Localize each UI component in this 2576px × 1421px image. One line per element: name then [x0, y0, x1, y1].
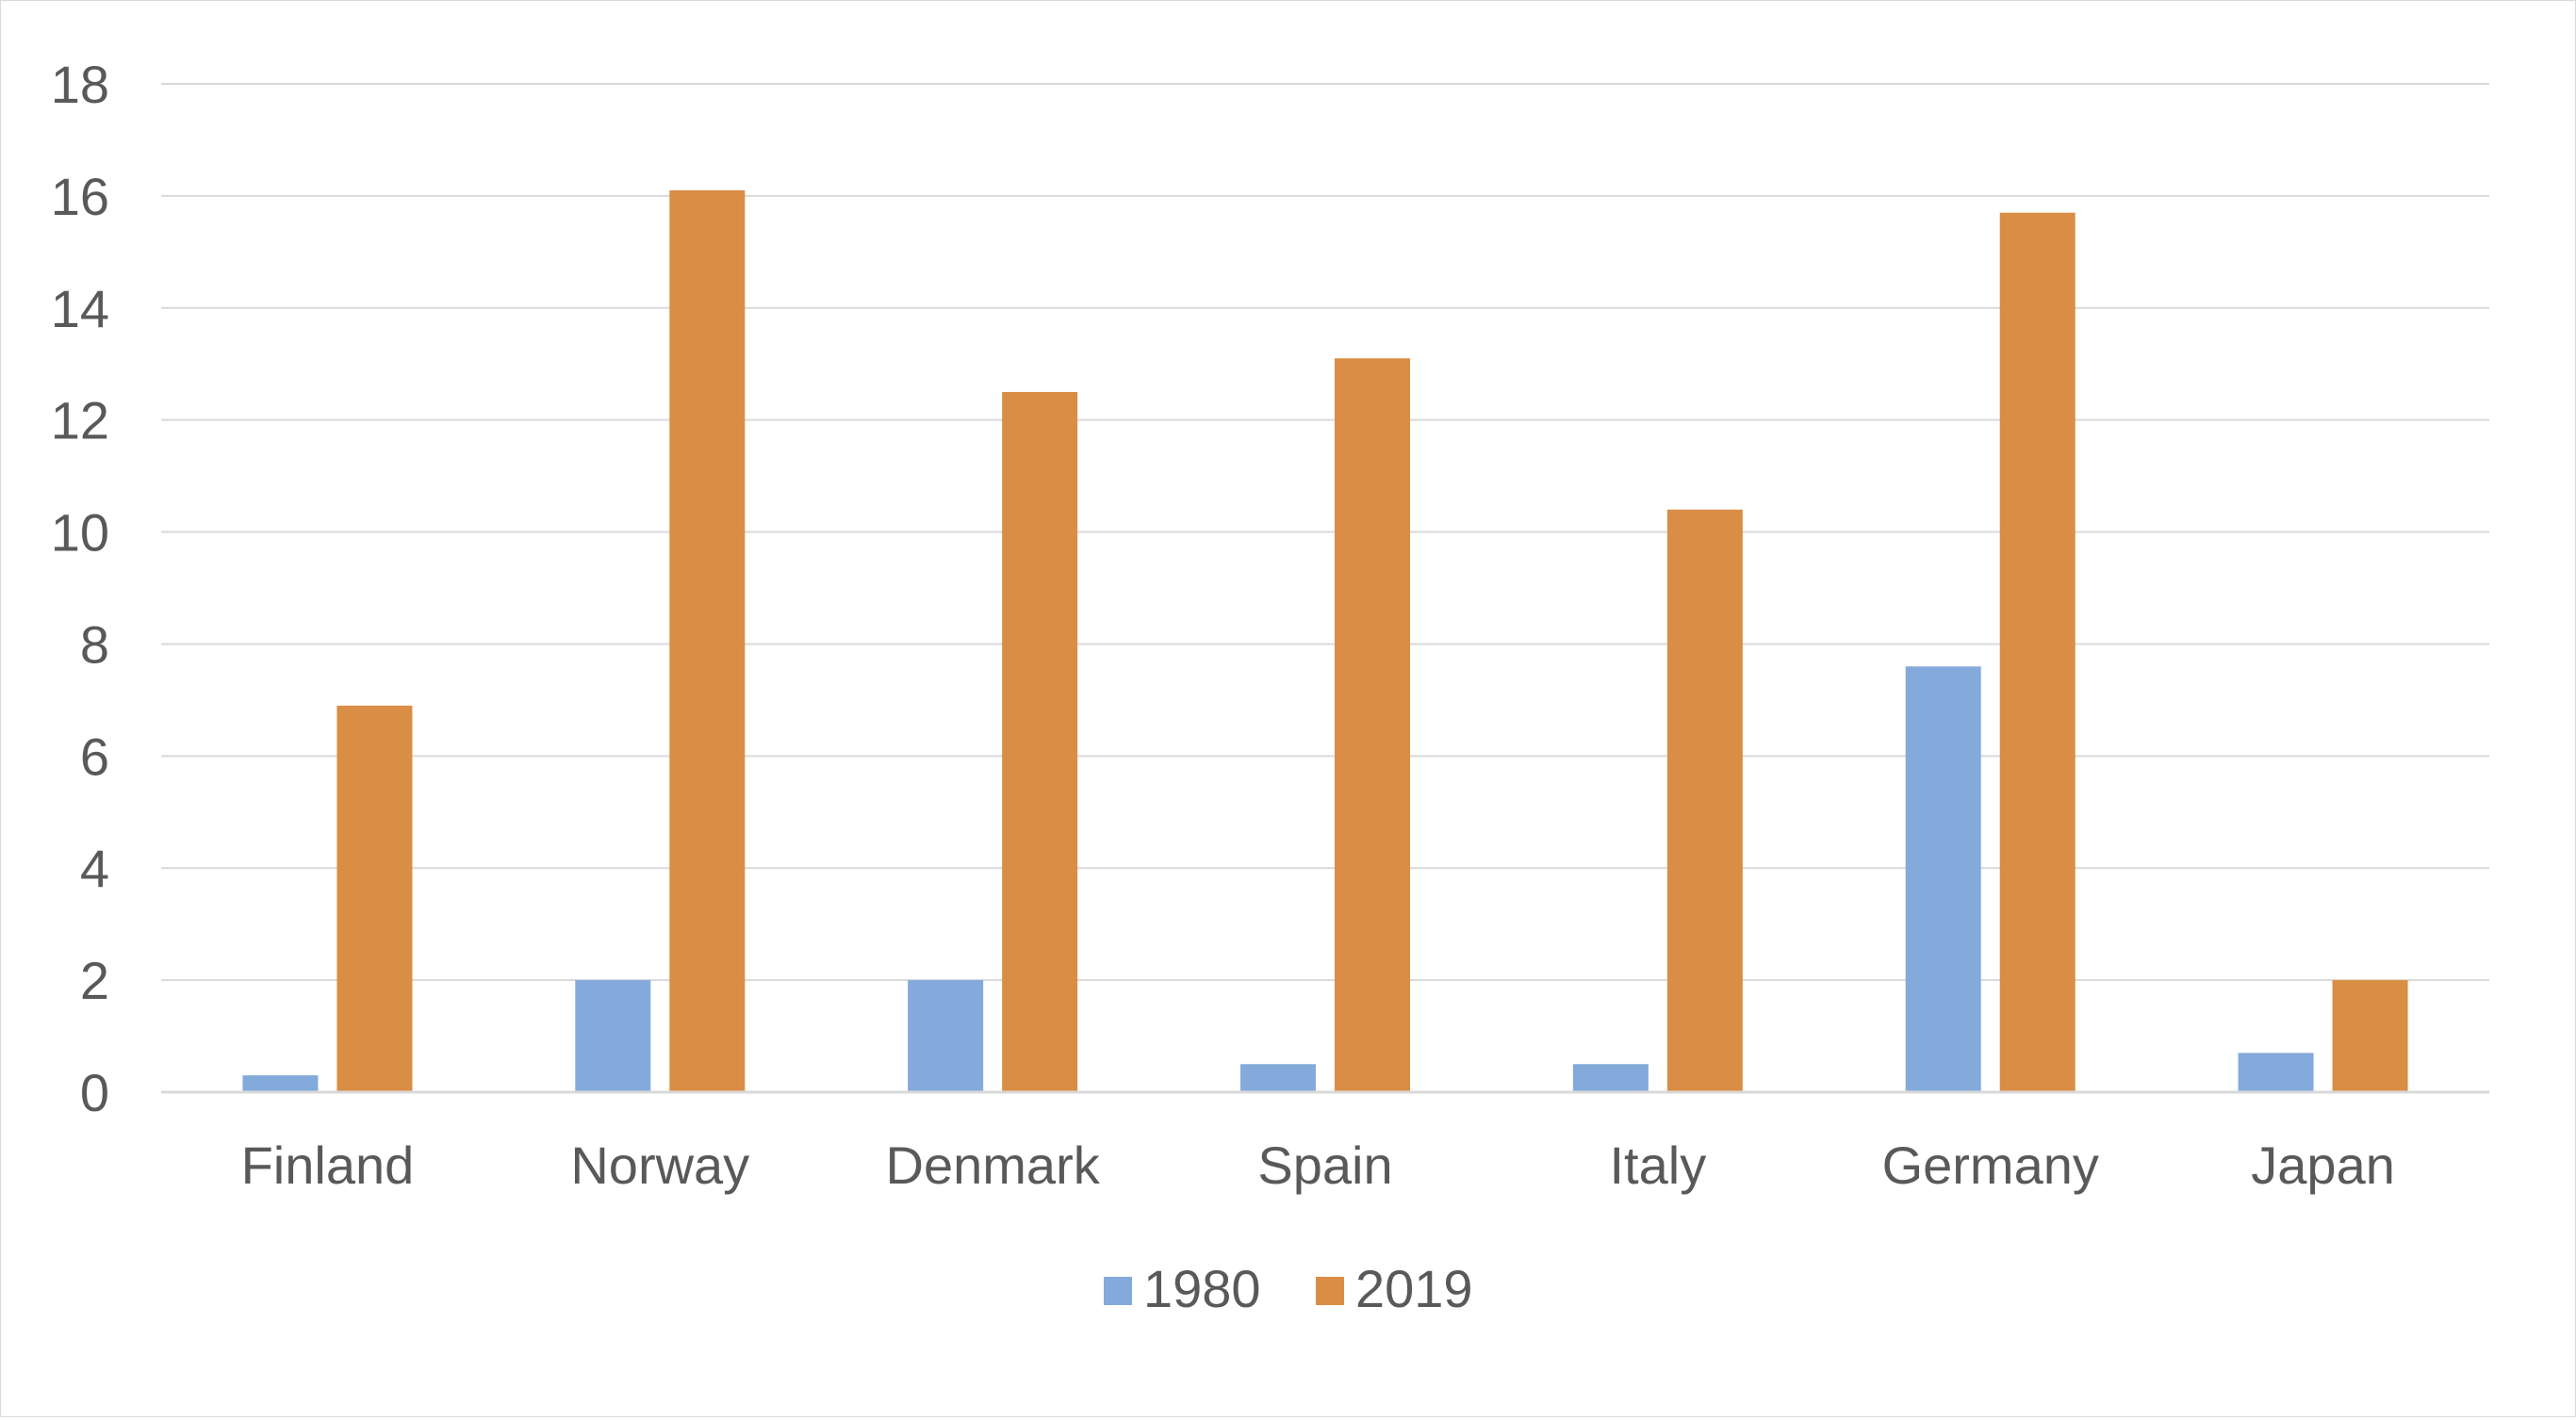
- bar-1980-italy: [1572, 1064, 1649, 1092]
- gridlines: [161, 83, 2489, 982]
- bars: [242, 189, 2408, 1092]
- legend-label: 1980: [1143, 1259, 1261, 1318]
- y-tick-label: 12: [51, 391, 109, 450]
- bar-2019-spain: [1335, 358, 1410, 1092]
- bar-2019-germany: [1999, 212, 2076, 1092]
- x-tick-label: Finland: [241, 1135, 415, 1195]
- legend-label: 2019: [1355, 1259, 1473, 1318]
- x-tick-label: Denmark: [886, 1135, 1101, 1195]
- y-tick-label: 18: [51, 55, 109, 114]
- y-axis-ticks: 0 2 4 6 8 10 12 14 16 18: [51, 55, 109, 1122]
- y-tick-label: 6: [80, 727, 109, 786]
- y-tick-label: 0: [80, 1063, 109, 1122]
- bar-2019-denmark: [1002, 391, 1078, 1092]
- x-tick-label: Norway: [570, 1135, 749, 1195]
- bar-1980-japan: [2238, 1053, 2314, 1092]
- y-tick-label: 16: [51, 167, 109, 226]
- y-tick-label: 14: [51, 279, 109, 338]
- x-tick-label: Spain: [1257, 1135, 1392, 1195]
- y-tick-label: 10: [51, 503, 109, 563]
- bar-1980-norway: [575, 980, 651, 1092]
- x-tick-label: Germany: [1882, 1135, 2099, 1195]
- legend-swatch-2019: [1316, 1277, 1344, 1305]
- bar-2019-japan: [2332, 980, 2408, 1092]
- bar-1980-spain: [1240, 1064, 1316, 1092]
- bar-2019-norway: [669, 189, 746, 1092]
- y-tick-label: 2: [80, 951, 109, 1010]
- legend: 1980 2019: [1104, 1259, 1473, 1318]
- bar-2019-italy: [1666, 509, 1743, 1092]
- bar-2019-finland: [336, 705, 413, 1092]
- x-tick-label: Japan: [2251, 1135, 2395, 1195]
- bar-1980-denmark: [908, 980, 984, 1092]
- y-tick-label: 4: [80, 839, 109, 898]
- x-tick-label: Italy: [1610, 1135, 1707, 1195]
- legend-swatch-1980: [1104, 1277, 1132, 1305]
- bar-1980-germany: [1905, 666, 1981, 1092]
- x-axis-labels: Finland Norway Denmark Spain Italy Germany Jap…: [241, 1135, 2395, 1195]
- bar-1980-finland: [242, 1075, 319, 1092]
- y-tick-label: 8: [80, 614, 109, 674]
